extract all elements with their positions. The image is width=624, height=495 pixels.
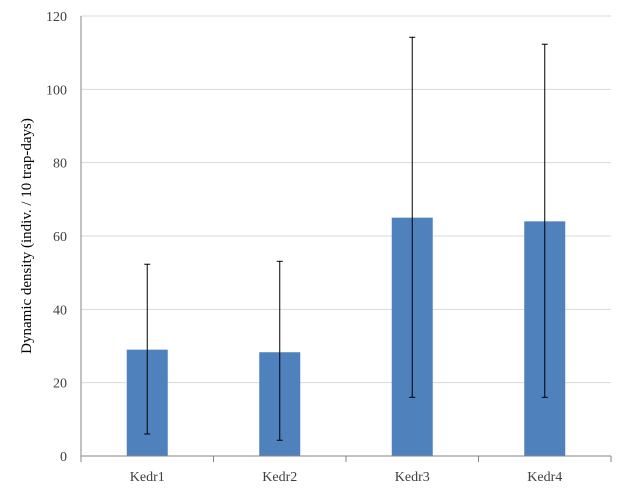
tick-labels: 0 20 40 60 80 100 120 Kedr1 Kedr2 Kedr3 Kedr4: [46, 10, 562, 485]
y-tick-label: 20: [53, 377, 67, 392]
axes: [80, 16, 612, 462]
x-tick-label: Kedr4: [527, 470, 562, 485]
y-tick-label: 0: [60, 450, 67, 465]
error-bars: [144, 36, 548, 441]
y-tick-label: 80: [53, 157, 67, 172]
x-tick-label: Kedr3: [395, 470, 430, 485]
x-tick-label: Kedr2: [262, 470, 297, 485]
y-tick-label: 40: [53, 303, 67, 318]
y-axis-label: Dynamic density (indiv. / 10 trap-days): [19, 118, 35, 354]
x-tick-label: Kedr1: [130, 470, 165, 485]
bars: [126, 217, 566, 456]
y-tick-label: 100: [46, 83, 67, 98]
gridlines: [81, 15, 611, 384]
y-tick-label: 120: [46, 10, 67, 25]
y-tick-label: 60: [53, 230, 67, 245]
